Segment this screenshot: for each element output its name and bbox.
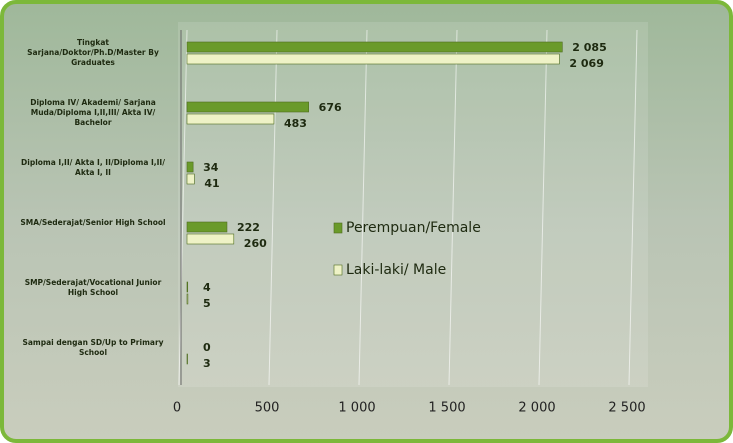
value-label: 2 085: [572, 41, 606, 54]
x-tick-label: 2 000: [518, 401, 555, 416]
value-label: 34: [203, 161, 219, 174]
value-label: 4: [203, 281, 211, 294]
category-label: Tingkat Sarjana/Doktor/Ph.D/Master By Gr…: [18, 38, 168, 68]
bar: [187, 234, 234, 244]
x-tick-label: 500: [255, 401, 280, 416]
category-label: Diploma IV/ Akademi/ Sarjana Muda/Diplom…: [18, 98, 168, 128]
value-label: 2 069: [569, 57, 603, 70]
bar: [187, 294, 188, 304]
value-label: 5: [203, 297, 211, 310]
category-label: SMP/Sederajat/Vocational Junior High Sch…: [18, 278, 168, 298]
x-tick-label: 0: [173, 401, 181, 416]
value-label: 0: [203, 341, 211, 354]
legend-swatch: [334, 223, 342, 233]
value-label: 260: [244, 237, 267, 250]
bar: [187, 102, 309, 112]
value-label: 41: [204, 177, 219, 190]
value-label: 483: [284, 117, 307, 130]
category-label: SMA/Sederajat/Senior High School: [18, 218, 168, 228]
value-label: 222: [237, 221, 260, 234]
bar: [187, 54, 559, 64]
legend-label: Laki-laki/ Male: [346, 262, 446, 278]
bar: [187, 282, 188, 292]
plot-area: [178, 22, 648, 387]
bar: [187, 354, 188, 364]
legend-label: Perempuan/Female: [346, 220, 481, 236]
chart-card: 0 500 1 000 1 500 2 000 2 500 2 085 2 069 676 483…: [0, 0, 733, 443]
category-label: Diploma I,II/ Akta I, II/Diploma I,II/ A…: [18, 158, 168, 178]
bar: [187, 162, 193, 172]
x-tick-label: 2 500: [608, 401, 645, 416]
bar: [187, 114, 274, 124]
bar: [187, 174, 194, 184]
bar: [187, 42, 562, 52]
value-label: 3: [203, 357, 211, 370]
x-tick-label: 1 500: [428, 401, 465, 416]
x-tick-label: 1 000: [338, 401, 375, 416]
legend-swatch: [334, 265, 342, 275]
bar: [187, 222, 227, 232]
value-label: 676: [319, 101, 342, 114]
category-label: Sampai dengan SD/Up to Primary School: [18, 338, 168, 358]
